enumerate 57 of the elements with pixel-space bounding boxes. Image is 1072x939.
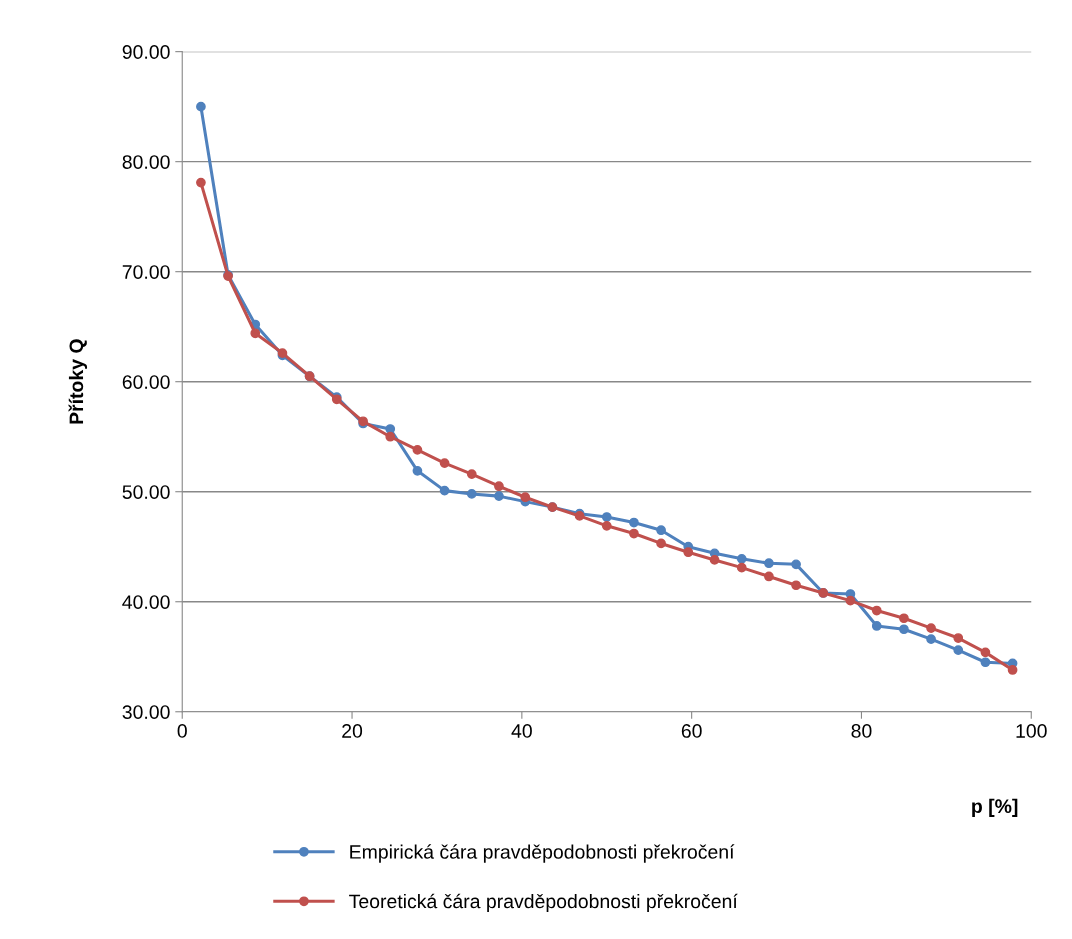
point — [899, 613, 909, 624]
point — [845, 595, 856, 606]
point — [926, 634, 936, 645]
point — [791, 580, 801, 591]
point — [385, 424, 396, 434]
point — [466, 469, 477, 479]
y-axis-title: Přítoky Q — [68, 339, 88, 424]
point — [439, 485, 450, 496]
point — [629, 528, 639, 539]
x-tick-label: 80 — [851, 724, 872, 738]
point — [385, 431, 396, 442]
point — [980, 647, 991, 658]
point — [629, 517, 639, 528]
point — [494, 491, 504, 501]
point — [709, 555, 720, 565]
y-tick-label: 90.00 — [122, 45, 170, 59]
point — [656, 525, 666, 536]
point — [656, 538, 666, 549]
point — [764, 571, 774, 582]
point — [980, 657, 991, 668]
y-tick-label: 30.00 — [122, 705, 170, 719]
point — [601, 512, 612, 522]
point — [1007, 665, 1018, 675]
x-tick-label: 60 — [681, 724, 702, 738]
point — [953, 645, 964, 656]
point — [196, 177, 206, 188]
point — [250, 328, 261, 339]
point — [871, 605, 882, 616]
point — [736, 553, 747, 564]
y-tick-label: 50.00 — [122, 485, 170, 499]
point — [871, 621, 882, 631]
point — [791, 559, 801, 570]
legend-label: Teoretická čára pravděpodobnosti překročení — [349, 893, 738, 913]
point — [520, 492, 531, 503]
y-tick-label: 80.00 — [122, 155, 170, 169]
x-tick-label: 100 — [1016, 724, 1047, 738]
point — [494, 481, 504, 492]
point — [953, 633, 964, 643]
y-tick-label: 40.00 — [122, 595, 170, 609]
y-tick-label: 70.00 — [122, 265, 170, 279]
legend-label: Empirická čára pravděpodobnosti překročení — [350, 844, 735, 863]
point — [736, 562, 747, 573]
point — [601, 520, 612, 531]
point — [412, 465, 423, 476]
point — [412, 445, 423, 455]
x-tick-label: 20 — [342, 724, 363, 738]
point — [899, 624, 909, 635]
point — [196, 101, 206, 112]
point — [439, 458, 450, 468]
x-tick-label: 40 — [511, 724, 532, 738]
x-axis-title: p [%] — [972, 798, 1018, 817]
x-tick-label: 0 — [177, 724, 187, 738]
point — [683, 547, 694, 558]
point — [466, 489, 477, 499]
point — [926, 623, 936, 634]
point — [764, 558, 774, 569]
y-tick-label: 60.00 — [122, 375, 170, 389]
